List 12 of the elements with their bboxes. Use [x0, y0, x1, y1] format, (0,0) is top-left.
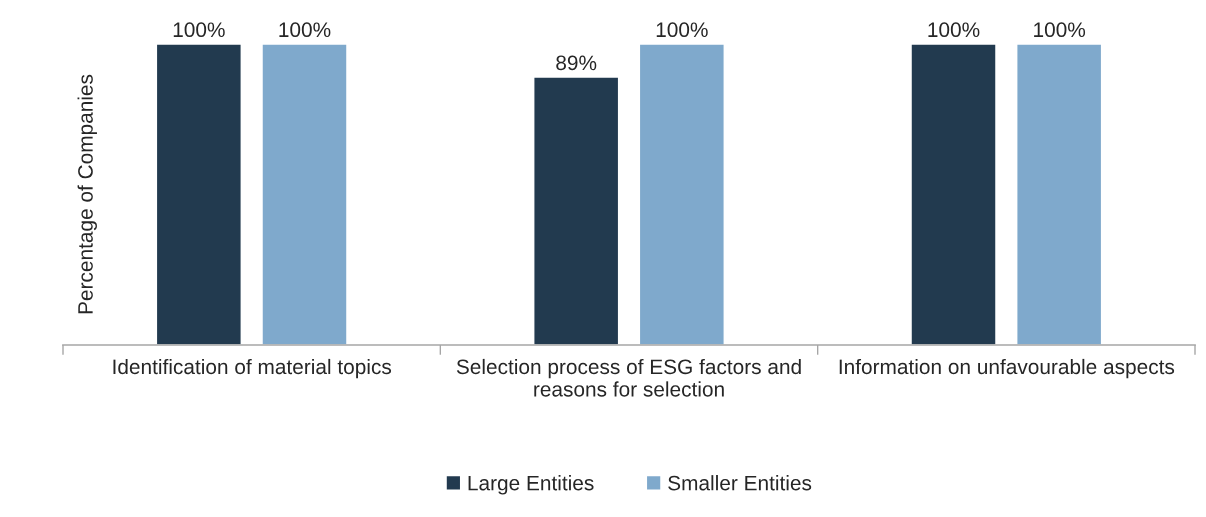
y-axis-title: Percentage of Companies — [77, 74, 97, 314]
x-tick-label: Information on unfavourable aspects — [839, 358, 1175, 379]
data-label: 100% — [656, 22, 708, 38]
data-label: 100% — [1034, 22, 1086, 38]
data-label: 100% — [928, 22, 980, 38]
legend-label: Smaller Entities — [668, 475, 812, 491]
x-tick-label: Identification of material topics — [113, 358, 392, 379]
x-tick-label: Selection process of ESG factors and reasons for selection — [456, 358, 801, 397]
data-label: 100% — [173, 22, 225, 38]
legend-label: Large Entities — [468, 475, 594, 495]
data-label: 100% — [279, 22, 331, 38]
data-label: 89% — [556, 55, 597, 71]
